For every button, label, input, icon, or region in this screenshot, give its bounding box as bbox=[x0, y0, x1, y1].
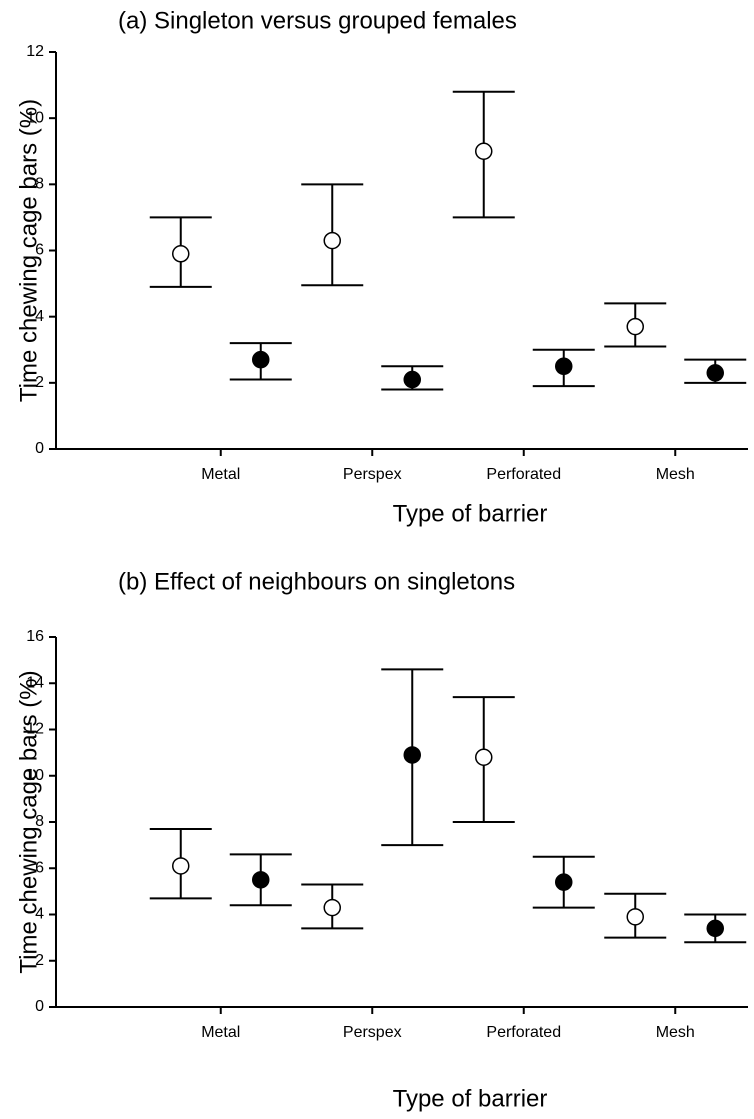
x-axis-label: Type of barrier bbox=[393, 1085, 548, 1112]
point bbox=[172, 245, 190, 263]
y-tick-label: 0 bbox=[35, 998, 44, 1015]
point bbox=[706, 364, 724, 382]
x-tick-label: Perforated bbox=[486, 466, 561, 483]
y-tick-label: 4 bbox=[35, 308, 44, 325]
y-tick-label: 12 bbox=[26, 43, 44, 60]
y-tick-label: 6 bbox=[35, 859, 44, 876]
point bbox=[403, 746, 421, 764]
y-tick-label: 10 bbox=[26, 767, 44, 784]
y-tick-label: 2 bbox=[35, 374, 44, 391]
x-tick-label: Perspex bbox=[343, 1024, 402, 1041]
y-tick-label: 8 bbox=[35, 176, 44, 193]
y-tick-label: 10 bbox=[26, 109, 44, 126]
y-tick-label: 2 bbox=[35, 952, 44, 969]
y-tick-label: 8 bbox=[35, 813, 44, 830]
point bbox=[706, 919, 724, 938]
point bbox=[626, 317, 644, 336]
x-tick-label: Metal bbox=[201, 1024, 240, 1041]
chart-title: (a) Singleton versus grouped females bbox=[118, 7, 517, 34]
point bbox=[626, 908, 644, 926]
chart-title: (b) Effect of neighbours on singletons bbox=[118, 568, 515, 595]
y-axis-label: Time chewing cage bars (%) bbox=[15, 670, 42, 973]
point bbox=[555, 357, 573, 376]
point bbox=[475, 142, 493, 160]
point bbox=[323, 231, 341, 250]
y-tick-label: 0 bbox=[35, 440, 44, 457]
y-tick-label: 4 bbox=[35, 906, 44, 923]
point bbox=[252, 350, 270, 369]
x-tick-label: Perforated bbox=[486, 1024, 561, 1041]
point bbox=[172, 857, 190, 875]
x-tick-label: Perspex bbox=[343, 466, 402, 483]
x-tick-label: Mesh bbox=[656, 466, 695, 483]
y-axis-label: Time chewing cage bars (%) bbox=[15, 99, 42, 402]
point bbox=[555, 873, 573, 891]
point bbox=[323, 898, 341, 917]
point bbox=[475, 748, 493, 766]
x-tick-label: Metal bbox=[201, 466, 240, 483]
y-tick-label: 16 bbox=[26, 628, 44, 645]
point bbox=[252, 871, 270, 889]
x-axis-label: Type of barrier bbox=[393, 500, 548, 527]
y-tick-label: 14 bbox=[26, 674, 44, 691]
y-tick-label: 6 bbox=[35, 242, 44, 259]
x-tick-label: Mesh bbox=[656, 1024, 695, 1041]
point bbox=[403, 370, 421, 389]
y-tick-label: 12 bbox=[26, 721, 44, 738]
